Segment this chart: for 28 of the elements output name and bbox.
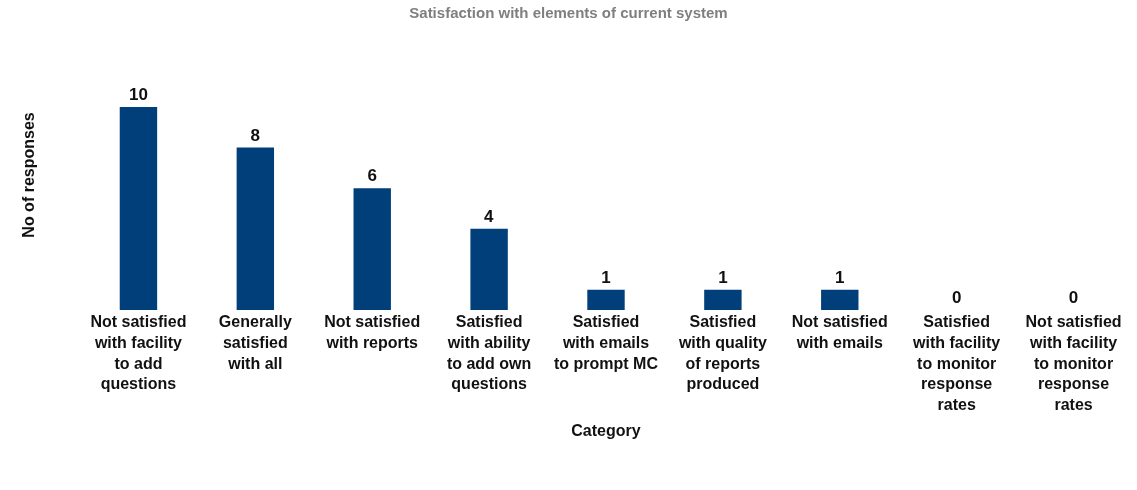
bar <box>587 289 625 310</box>
x-tick-label: Satisfied with facility to monitor response rates <box>912 313 1001 414</box>
data-label: 8 <box>250 125 261 145</box>
x-tick-label: Not satisfied with facility to monitor response rates <box>1025 313 1122 414</box>
y-axis-title: No of responses <box>19 112 37 238</box>
data-label: 1 <box>718 267 728 287</box>
bar <box>470 228 508 310</box>
x-tick-label: Generally satisfied with all <box>218 313 292 372</box>
data-label: 6 <box>367 166 377 186</box>
x-tick-label: Not satisfied with emails <box>791 313 888 351</box>
bar <box>704 289 742 310</box>
bar <box>119 106 158 310</box>
data-label: 4 <box>484 206 495 226</box>
x-tick-label: Satisfied with ability to add own questions <box>446 313 532 393</box>
bar <box>821 289 859 310</box>
bar <box>236 147 275 310</box>
data-label: 0 <box>951 288 962 307</box>
x-tick-label: Satisfied with quality of reports produced <box>677 313 767 393</box>
data-label: 0 <box>1068 288 1079 307</box>
x-axis-title: Category <box>571 421 641 439</box>
x-tick-label: Satisfied with emails to prompt MC <box>554 313 659 372</box>
data-label: 1 <box>835 267 845 287</box>
x-tick-label: Not satisfied with reports <box>324 313 421 351</box>
data-label: 1 <box>601 267 611 287</box>
data-label: 10 <box>128 84 148 104</box>
chart-title: Satisfaction with elements of current system <box>409 3 728 21</box>
x-tick-label: Not satisfied with facility to add questions <box>90 313 187 393</box>
bar <box>353 188 391 310</box>
